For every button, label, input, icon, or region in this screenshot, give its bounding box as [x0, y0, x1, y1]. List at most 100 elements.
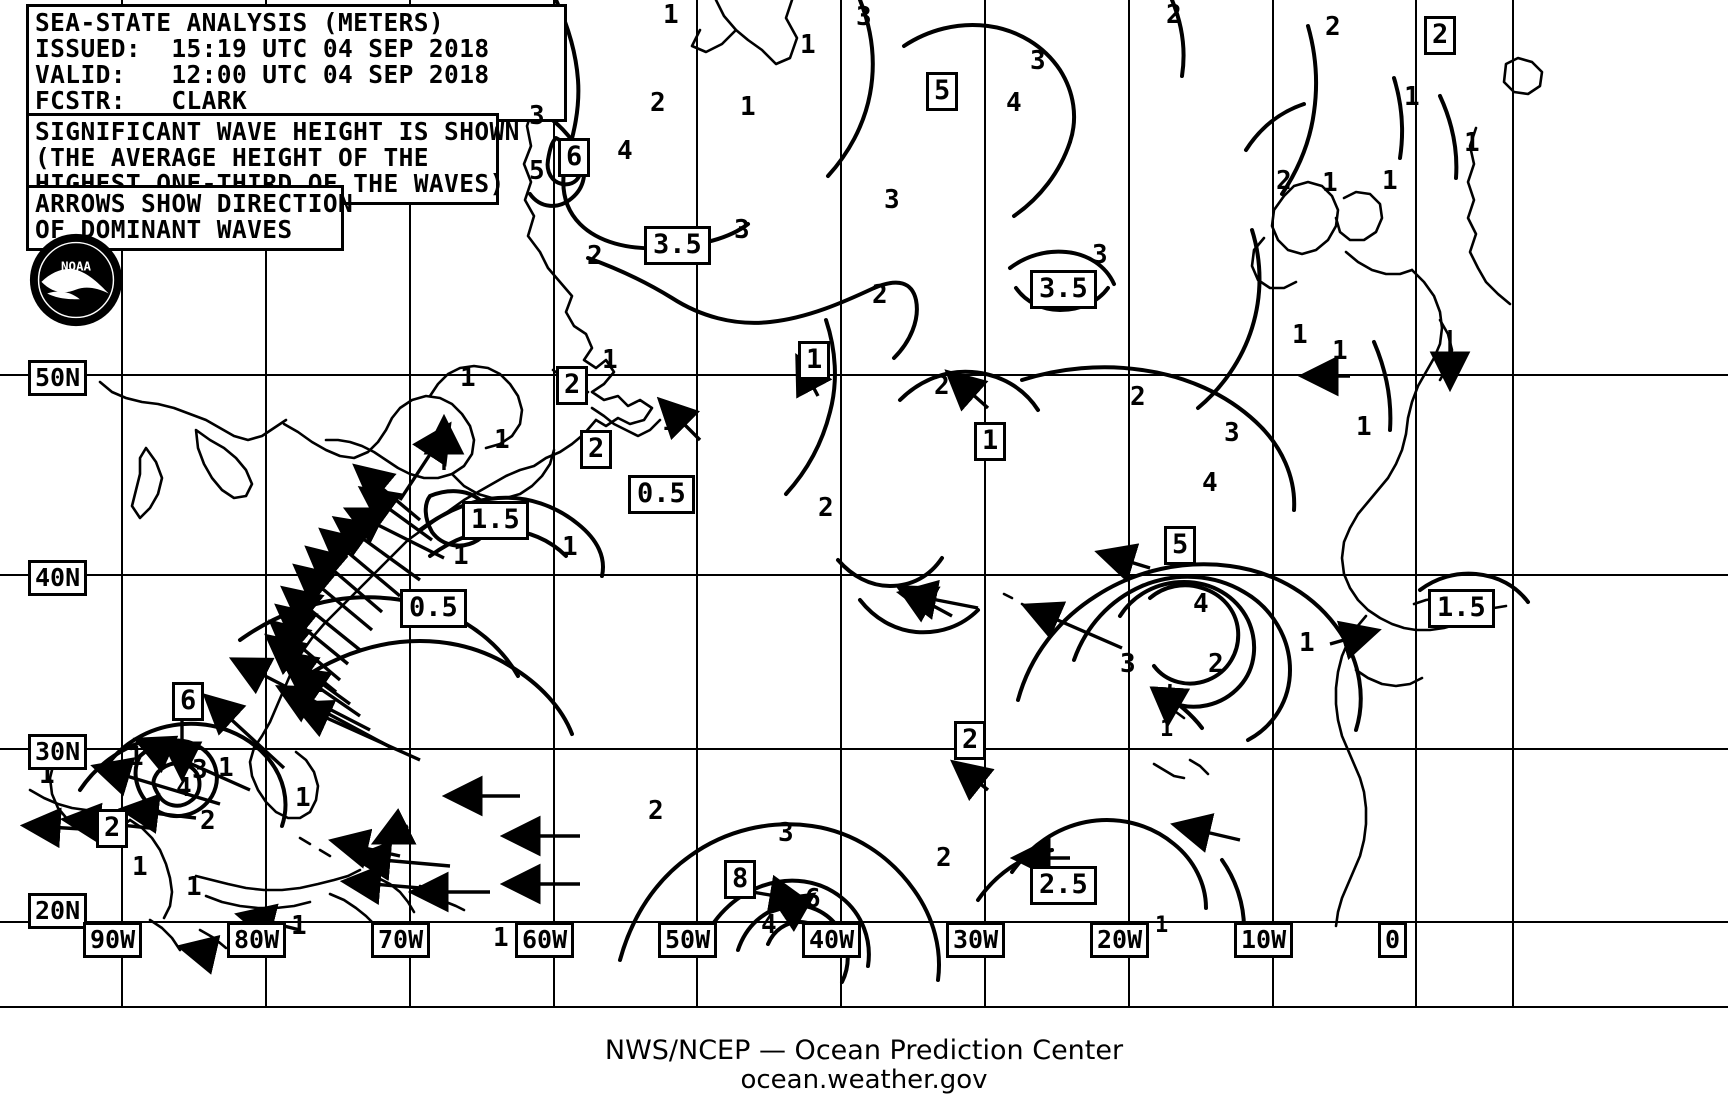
contour-label: 3 — [778, 818, 794, 848]
contour-label: 1 — [132, 852, 148, 882]
longitude-label-10w: 10W — [1234, 922, 1294, 958]
contour-label: 2 — [1325, 12, 1341, 42]
title-panel: SEA-STATE ANALYSIS (METERS) ISSUED: 15:1… — [26, 4, 567, 122]
grid-meridian — [553, 0, 555, 1008]
longitude-label-0: 0 — [1378, 922, 1408, 958]
contour-label: 1 — [1356, 412, 1372, 442]
footer-website: ocean.weather.gov — [740, 1065, 988, 1095]
wave-height-center-label: 6 — [558, 138, 591, 177]
wave-height-center-label: 2.5 — [1030, 866, 1097, 905]
contour-label: 1 — [1160, 717, 1174, 742]
contour-label: 3 — [192, 755, 208, 785]
title-line-issued: ISSUED: 15:19 UTC 04 SEP 2018 — [35, 34, 490, 63]
contour-label: 6 — [805, 884, 821, 914]
latitude-label-20n: 20N — [28, 893, 88, 929]
contour-label: 3 — [734, 215, 750, 245]
wave-height-center-label: 1 — [798, 341, 831, 380]
note-line-2: (THE AVERAGE HEIGHT OF THE — [35, 143, 429, 172]
contour-label: 2 — [936, 843, 952, 873]
contour-label: 1 — [602, 345, 618, 375]
contour-label: 3 — [1092, 240, 1108, 270]
contour-label: 5 — [529, 156, 545, 186]
grid-parallel — [0, 574, 1728, 576]
wave-height-center-label: 2 — [580, 430, 613, 469]
contour-label: 1 — [1292, 320, 1308, 350]
noaa-logo-text: NOAA — [61, 258, 92, 273]
wave-height-center-label: 1.5 — [462, 501, 529, 540]
arrow-legend-panel: ARROWS SHOW DIRECTION OF DOMINANT WAVES — [26, 185, 354, 251]
latitude-label-50n: 50N — [28, 360, 88, 396]
contour-label: 1 — [662, 407, 678, 437]
grid-meridian — [1272, 0, 1274, 1008]
contour-label: 1 — [1155, 913, 1169, 938]
longitude-label-70w: 70W — [371, 922, 431, 958]
contour-label: 4 — [176, 773, 192, 803]
contour-label: 4 — [1006, 88, 1022, 118]
title-line-valid: VALID: 12:00 UTC 04 SEP 2018 — [35, 60, 490, 89]
grid-meridian — [696, 0, 698, 1008]
contour-label: 1 — [1332, 336, 1348, 366]
wave-height-center-label: 5 — [926, 72, 959, 111]
wave-height-center-label: 3.5 — [644, 226, 711, 265]
title-line-1: SEA-STATE ANALYSIS (METERS) — [35, 8, 445, 37]
wave-height-center-label: 2 — [954, 721, 987, 760]
arrow-legend-line-1: ARROWS SHOW DIRECTION — [35, 189, 354, 218]
contour-label: 2 — [818, 493, 834, 523]
contour-label: 1 — [663, 0, 679, 30]
contour-label: 1 — [493, 923, 509, 953]
longitude-label-80w: 80W — [227, 922, 287, 958]
contour-label: 1 — [1464, 128, 1480, 158]
contour-label: 2 — [200, 806, 216, 836]
footer-agency: NWS/NCEP — Ocean Prediction Center — [604, 1035, 1124, 1066]
contour-label: 1 — [309, 669, 325, 699]
contour-label: 2 — [1208, 649, 1224, 679]
note-line-1: SIGNIFICANT WAVE HEIGHT IS SHOWN — [35, 117, 520, 146]
longitude-label-20w: 20W — [1090, 922, 1150, 958]
wave-height-center-label: 8 — [724, 860, 757, 899]
longitude-label-40w: 40W — [802, 922, 862, 958]
contour-label: 4 — [1202, 468, 1218, 498]
longitude-label-30w: 30W — [946, 922, 1006, 958]
wave-height-center-label: 0.5 — [400, 589, 467, 628]
arrow-legend-line-2: OF DOMINANT WAVES — [35, 215, 293, 244]
contour-label: 1 — [800, 30, 816, 60]
contour-label: 2 — [1166, 0, 1182, 30]
grid-meridian — [1415, 0, 1417, 1008]
contour-label: 1 — [1299, 628, 1315, 658]
contour-label: 3 — [529, 101, 545, 131]
wave-height-center-label: 5 — [1164, 526, 1197, 565]
wave-height-center-label: 1.5 — [1428, 589, 1495, 628]
contour-label: 4 — [761, 910, 777, 940]
contour-label: 2 — [872, 280, 888, 310]
grid-parallel — [0, 374, 1728, 376]
contour-label: 2 — [1276, 166, 1292, 196]
contour-label: 1 — [740, 92, 756, 122]
noaa-logo-icon: NOAA — [29, 233, 123, 327]
contour-label: 2 — [587, 241, 603, 271]
grid-meridian — [121, 0, 123, 1008]
contour-label: 3 — [856, 2, 872, 32]
grid-parallel — [0, 748, 1728, 750]
wave-height-center-label: 2 — [96, 809, 129, 848]
wave-height-center-label: 0.5 — [628, 475, 695, 514]
longitude-label-90w: 90W — [83, 922, 143, 958]
contour-label: 1 — [186, 872, 202, 902]
grid-meridian — [1512, 0, 1514, 1008]
contour-label: 2 — [648, 796, 664, 826]
contour-label: 1 — [494, 425, 510, 455]
contour-label: 1 — [1404, 82, 1420, 112]
contour-label: 4 — [617, 136, 633, 166]
grid-parallel — [0, 1006, 1728, 1008]
latitude-label-40n: 40N — [28, 560, 88, 596]
contour-label: 1 — [1382, 166, 1398, 196]
contour-label: 1 — [453, 541, 469, 571]
grid-meridian — [840, 0, 842, 1008]
wave-height-center-label: 1 — [974, 422, 1007, 461]
wave-height-center-label: 2 — [1424, 16, 1457, 55]
contour-label: 1 — [295, 783, 311, 813]
contour-label: 2 — [1130, 382, 1146, 412]
latitude-label-30n: 30N — [28, 734, 88, 770]
contour-label: 3 — [1030, 46, 1046, 76]
wave-height-center-label: 2 — [556, 366, 589, 405]
